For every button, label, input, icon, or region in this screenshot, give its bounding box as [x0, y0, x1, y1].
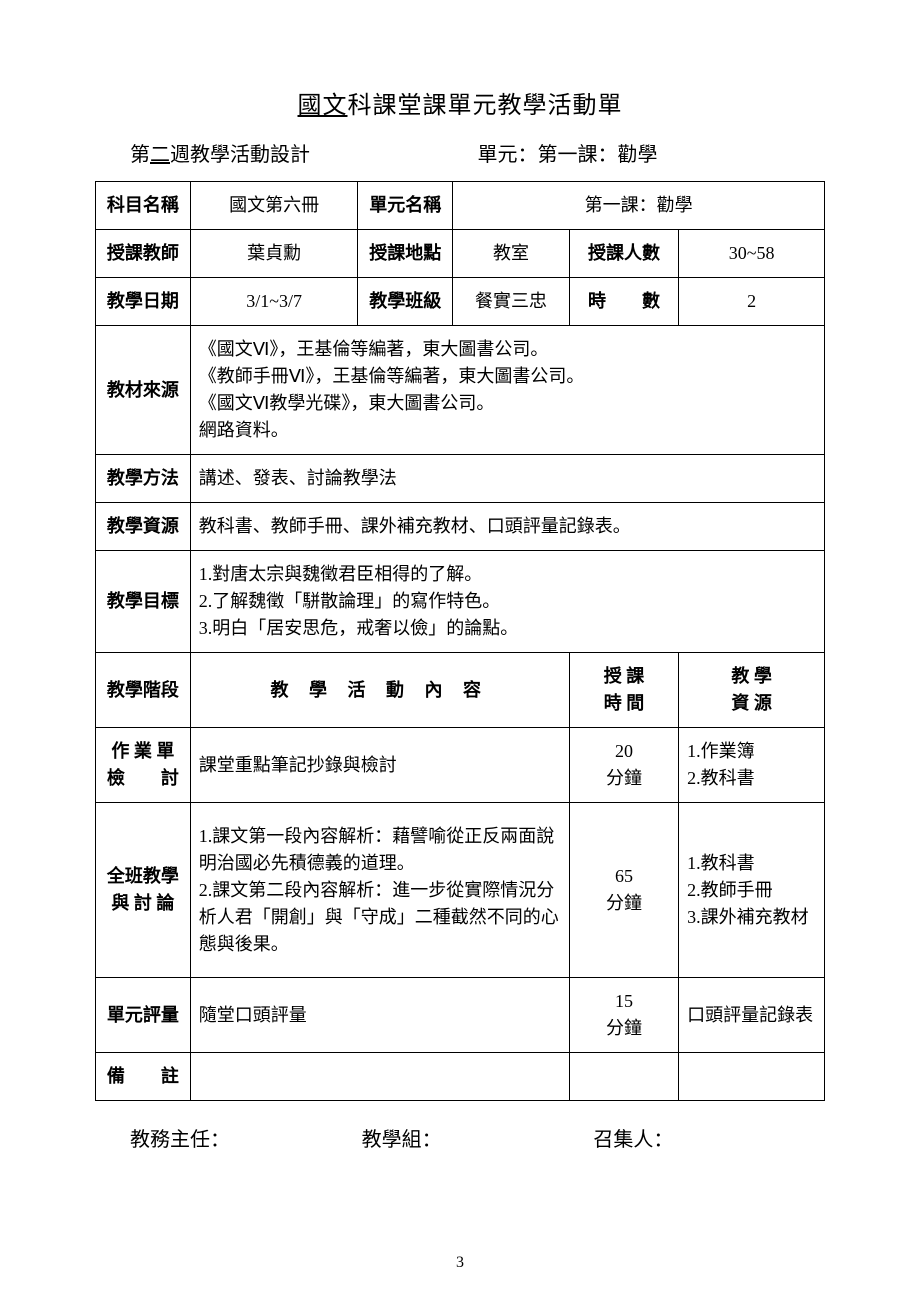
- stage-header: 教學階段: [96, 653, 191, 728]
- date-label: 教學日期: [96, 278, 191, 326]
- note-value: [190, 1053, 569, 1101]
- activity-time: 20 分鐘: [569, 728, 678, 803]
- count-value: 30~58: [679, 230, 825, 278]
- footer-dean: 教務主任：: [130, 1123, 362, 1152]
- hours-label: 時 數: [569, 278, 678, 326]
- activity-resource: 口頭評量記錄表: [679, 978, 825, 1053]
- activity-resource: 1.作業簿 2.教科書: [679, 728, 825, 803]
- location-value: 教室: [453, 230, 570, 278]
- unit-value: 第一課：勸學: [453, 182, 825, 230]
- subject-label: 科目名稱: [96, 182, 191, 230]
- teacher-label: 授課教師: [96, 230, 191, 278]
- table-row: 教材來源 《國文Ⅵ》，王基倫等編著，東大圖書公司。 《教師手冊Ⅵ》，王基倫等編著…: [96, 326, 825, 455]
- page-title: 國文科課堂課單元教學活動單: [95, 85, 825, 120]
- title-underlined: 國文: [298, 93, 348, 119]
- activity-row: 單元評量 隨堂口頭評量 15 分鐘 口頭評量記錄表: [96, 978, 825, 1053]
- footer-group: 教學組：: [362, 1123, 594, 1152]
- subtitle-week: 二: [150, 144, 170, 166]
- subtitle-right: 單元：第一課：勸學: [478, 138, 826, 167]
- hours-value: 2: [679, 278, 825, 326]
- resource-value: 教科書、教師手冊、課外補充教材、口頭評量記錄表。: [190, 503, 824, 551]
- table-row: 授課教師 葉貞勳 授課地點 教室 授課人數 30~58: [96, 230, 825, 278]
- page-number: 3: [0, 1254, 920, 1272]
- activity-stage: 作 業 單 檢 討: [96, 728, 191, 803]
- unit-label: 單元名稱: [358, 182, 453, 230]
- activity-time: 65 分鐘: [569, 803, 678, 978]
- table-row: 教學目標 1.對唐太宗與魏徵君臣相得的了解。 2.了解魏徵「駢散論理」的寫作特色…: [96, 551, 825, 653]
- activity-stage: 全班教學 與 討 論: [96, 803, 191, 978]
- goal-label: 教學目標: [96, 551, 191, 653]
- activity-content: 課堂重點筆記抄錄與檢討: [190, 728, 569, 803]
- count-label: 授課人數: [569, 230, 678, 278]
- goal-value: 1.對唐太宗與魏徵君臣相得的了解。 2.了解魏徵「駢散論理」的寫作特色。 3.明…: [190, 551, 824, 653]
- subtitle-prefix: 第: [130, 144, 150, 166]
- method-value: 講述、發表、討論教學法: [190, 455, 824, 503]
- table-row: 教學資源 教科書、教師手冊、課外補充教材、口頭評量記錄表。: [96, 503, 825, 551]
- class-value: 餐實三忠: [453, 278, 570, 326]
- activity-row: 作 業 單 檢 討 課堂重點筆記抄錄與檢討 20 分鐘 1.作業簿 2.教科書: [96, 728, 825, 803]
- date-value: 3/1~3/7: [190, 278, 358, 326]
- title-rest: 科課堂課單元教學活動單: [348, 93, 623, 119]
- subtitle-suffix: 週教學活動設計: [170, 144, 310, 166]
- table-row: 教學階段 教 學 活 動 內 容 授 課 時 間 教 學 資 源: [96, 653, 825, 728]
- table-row: 科目名稱 國文第六冊 單元名稱 第一課：勸學: [96, 182, 825, 230]
- note-label: 備 註: [96, 1053, 191, 1101]
- subtitle-row: 第二週教學活動設計 單元：第一課：勸學: [95, 138, 825, 167]
- table-row: 教學方法 講述、發表、討論教學法: [96, 455, 825, 503]
- activity-time: 15 分鐘: [569, 978, 678, 1053]
- note-time: [569, 1053, 678, 1101]
- footer-convener: 召集人：: [593, 1123, 825, 1152]
- material-label: 教材來源: [96, 326, 191, 455]
- activity-resource: 1.教科書 2.教師手冊 3.課外補充教材: [679, 803, 825, 978]
- resrc-header: 教 學 資 源: [679, 653, 825, 728]
- activity-content: 隨堂口頭評量: [190, 978, 569, 1053]
- resource-label: 教學資源: [96, 503, 191, 551]
- activity-stage: 單元評量: [96, 978, 191, 1053]
- main-table: 科目名稱 國文第六冊 單元名稱 第一課：勸學 授課教師 葉貞勳 授課地點 教室 …: [95, 181, 825, 1101]
- page-container: 國文科課堂課單元教學活動單 第二週教學活動設計 單元：第一課：勸學 科目名稱 國…: [0, 0, 920, 1302]
- activity-header: 教 學 活 動 內 容: [190, 653, 569, 728]
- table-row: 備 註: [96, 1053, 825, 1101]
- table-row: 教學日期 3/1~3/7 教學班級 餐實三忠 時 數 2: [96, 278, 825, 326]
- material-value: 《國文Ⅵ》，王基倫等編著，東大圖書公司。 《教師手冊Ⅵ》，王基倫等編著，東大圖書…: [190, 326, 824, 455]
- subject-value: 國文第六冊: [190, 182, 358, 230]
- subtitle-left: 第二週教學活動設計: [130, 138, 478, 167]
- method-label: 教學方法: [96, 455, 191, 503]
- activity-row: 全班教學 與 討 論 1.課文第一段內容解析：藉譬喻從正反兩面說明治國必先積德義…: [96, 803, 825, 978]
- note-resource: [679, 1053, 825, 1101]
- time-header: 授 課 時 間: [569, 653, 678, 728]
- class-label: 教學班級: [358, 278, 453, 326]
- location-label: 授課地點: [358, 230, 453, 278]
- activity-content: 1.課文第一段內容解析：藉譬喻從正反兩面說明治國必先積德義的道理。 2.課文第二…: [190, 803, 569, 978]
- teacher-value: 葉貞勳: [190, 230, 358, 278]
- footer-row: 教務主任： 教學組： 召集人：: [95, 1123, 825, 1152]
